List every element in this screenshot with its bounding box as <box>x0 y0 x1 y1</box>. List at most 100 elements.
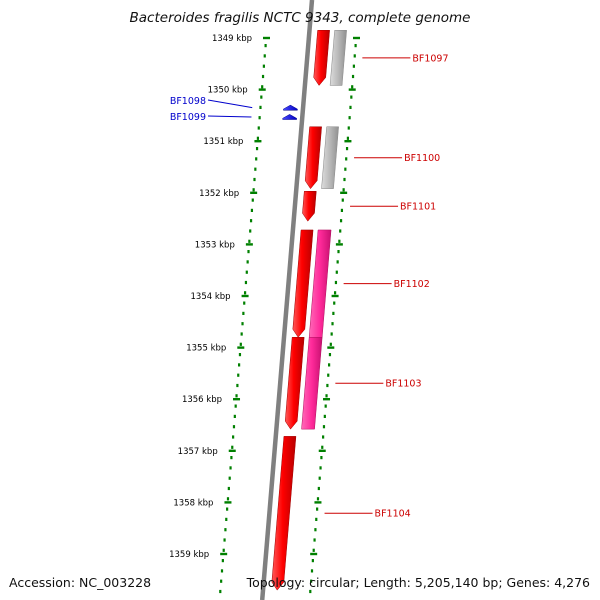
right-ruler-major-tick <box>344 140 352 143</box>
right-ruler-dot <box>340 208 344 212</box>
right-ruler-dot <box>328 353 332 357</box>
reverse-gene-arrow <box>283 104 298 111</box>
right-ruler-dot <box>350 95 353 99</box>
right-ruler-dot <box>310 569 314 573</box>
left-ruler-dot <box>262 64 265 68</box>
left-ruler-dot <box>254 167 257 171</box>
right-ruler-dot <box>334 280 338 285</box>
forward-gene-arrow <box>302 191 317 222</box>
right-ruler-dot <box>322 425 326 429</box>
reverse-gene-leader <box>207 115 252 118</box>
left-ruler-dot <box>248 239 251 243</box>
ruler-label: 1356 kbp <box>182 395 222 405</box>
left-ruler-dot <box>247 250 250 254</box>
cds-gray-track <box>321 126 339 189</box>
left-ruler-dot <box>231 445 234 449</box>
left-ruler-dot <box>258 116 261 120</box>
right-ruler-dot <box>311 559 314 563</box>
right-ruler-dot <box>324 404 327 408</box>
right-ruler-dot <box>319 466 322 470</box>
left-ruler-dot <box>233 414 236 418</box>
ruler-label: 1351 kbp <box>203 137 243 147</box>
right-ruler-major-tick <box>335 243 343 246</box>
right-ruler-dot <box>353 54 356 58</box>
left-ruler-dot <box>224 528 227 532</box>
right-ruler-dot <box>352 64 355 68</box>
right-ruler-dot <box>327 373 330 377</box>
left-ruler-dot <box>249 219 253 223</box>
left-ruler-dot <box>223 538 226 542</box>
left-ruler-dot <box>243 301 246 305</box>
right-ruler-dot <box>342 188 345 192</box>
ruler-major-tick <box>220 552 228 556</box>
left-ruler-dot <box>226 507 229 511</box>
right-ruler-dot <box>312 548 315 552</box>
ruler-major-tick <box>228 449 236 452</box>
forward-gene-label: BF1102 <box>394 279 430 290</box>
right-ruler-dot <box>339 219 343 223</box>
left-ruler-dot <box>236 383 239 388</box>
ruler-label: 1355 kbp <box>186 344 226 354</box>
reverse-gene-label: BF1098 <box>170 96 206 107</box>
ruler-major-tick <box>263 36 270 40</box>
right-ruler-dot <box>323 414 326 418</box>
right-ruler-dot <box>335 270 338 274</box>
right-ruler-dot <box>328 363 331 367</box>
right-ruler-dot <box>336 260 339 264</box>
ruler-major-tick <box>254 140 262 143</box>
left-ruler-dot <box>222 548 225 552</box>
left-ruler-dot <box>249 229 252 233</box>
right-ruler-dot <box>347 126 350 130</box>
left-ruler-dot <box>242 311 245 315</box>
forward-gene-label: BF1097 <box>412 53 448 64</box>
right-ruler-dot <box>322 435 325 439</box>
ruler-label: 1359 kbp <box>169 550 209 560</box>
right-ruler-dot <box>344 167 347 171</box>
right-ruler-dot <box>333 291 337 295</box>
forward-gene-arrow <box>271 436 297 591</box>
left-ruler-dot <box>221 559 224 563</box>
right-ruler-dot <box>330 332 333 336</box>
right-ruler-dot <box>332 311 335 315</box>
left-ruler-dot <box>263 54 266 58</box>
right-ruler-major-tick <box>314 501 322 504</box>
left-ruler-dot <box>255 157 258 161</box>
left-ruler-dot <box>228 476 231 480</box>
left-ruler-dot <box>259 105 262 109</box>
right-ruler-dot <box>345 147 349 151</box>
ruler-major-tick <box>245 243 253 246</box>
left-ruler-dot <box>219 589 222 594</box>
right-ruler-dot <box>354 44 357 48</box>
reverse-gene-arrow <box>282 114 297 120</box>
reverse-gene-label: BF1099 <box>170 112 206 123</box>
left-ruler-dot <box>232 435 235 439</box>
left-ruler-dot <box>261 74 265 79</box>
left-ruler-dot <box>238 353 242 357</box>
left-ruler-dot <box>244 280 248 285</box>
right-ruler-dot <box>343 177 346 182</box>
right-ruler-dot <box>333 301 336 305</box>
left-ruler-dot <box>240 332 243 336</box>
right-ruler-major-tick <box>340 191 348 194</box>
right-ruler-major-tick <box>348 88 356 91</box>
left-ruler-dot <box>227 486 230 491</box>
right-ruler-dot <box>348 116 351 120</box>
forward-gene-arrow <box>313 30 330 86</box>
ruler-label: 1353 kbp <box>195 240 235 250</box>
left-ruler-dot <box>245 270 248 274</box>
right-ruler-dot <box>345 157 348 161</box>
left-ruler-dot <box>252 188 255 192</box>
cds-gray-track <box>329 30 347 86</box>
right-ruler-dot <box>337 250 340 254</box>
right-ruler-major-tick <box>310 552 318 556</box>
left-ruler-dot <box>251 198 254 202</box>
forward-gene-arrow <box>284 337 305 430</box>
ruler-major-tick <box>258 88 266 91</box>
right-ruler-dot <box>326 383 329 388</box>
right-ruler-dot <box>351 74 355 79</box>
left-ruler-dot <box>264 44 267 48</box>
left-ruler-dot <box>241 322 244 326</box>
genome-summary-text: Topology: circular; Length: 5,205,140 bp… <box>246 575 590 590</box>
right-ruler-dot <box>316 507 319 511</box>
